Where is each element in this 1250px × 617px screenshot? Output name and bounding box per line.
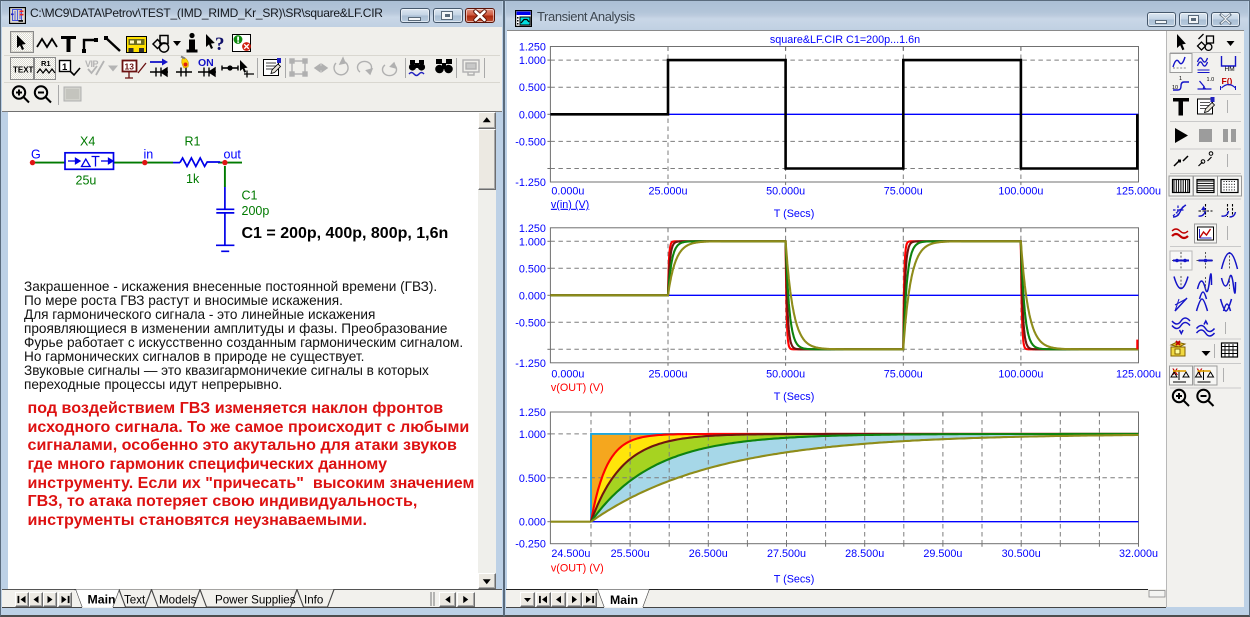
svg-text:-1.250: -1.250	[515, 177, 546, 189]
svg-text:200p: 200p	[242, 204, 270, 218]
svg-text:T (Secs): T (Secs)	[774, 573, 815, 585]
svg-text:C1 = 200p, 400p, 800p, 1,6n: C1 = 200p, 400p, 800p, 1,6n	[242, 225, 449, 242]
svg-text:R1: R1	[185, 135, 201, 149]
svg-text:0.500: 0.500	[519, 263, 546, 275]
svg-text:1.250: 1.250	[519, 407, 546, 419]
svg-text:32.000u: 32.000u	[1119, 548, 1158, 560]
svg-text:Text: Text	[124, 594, 146, 607]
svg-text:0.500: 0.500	[519, 82, 546, 94]
svg-text:25.000u: 25.000u	[648, 185, 687, 197]
svg-text:25.000u: 25.000u	[648, 369, 687, 381]
svg-text:125.000u: 125.000u	[1116, 185, 1161, 197]
svg-text:1k: 1k	[186, 172, 200, 186]
svg-text:100.000u: 100.000u	[998, 369, 1043, 381]
svg-text:1.000: 1.000	[519, 429, 546, 441]
svg-text:0.000: 0.000	[519, 517, 546, 529]
svg-text:G: G	[31, 148, 41, 162]
svg-text:X: X	[1172, 367, 1178, 377]
svg-text:50.000u: 50.000u	[766, 369, 805, 381]
svg-text:1.250: 1.250	[519, 223, 546, 235]
svg-text:0.500: 0.500	[519, 473, 546, 485]
svg-text:24.500u: 24.500u	[551, 548, 590, 560]
svg-text:v(OUT) (V): v(OUT) (V)	[551, 382, 604, 394]
svg-text:Info: Info	[304, 594, 323, 607]
svg-text:0.000u: 0.000u	[551, 185, 584, 197]
svg-text:1.250: 1.250	[519, 42, 546, 54]
svg-text:HM: HM	[1225, 66, 1235, 73]
svg-text:25.500u: 25.500u	[611, 548, 650, 560]
svg-text:1.000: 1.000	[519, 55, 546, 67]
svg-text:1: 1	[62, 62, 68, 73]
svg-text:Main: Main	[88, 593, 116, 607]
svg-text:v(in) (V): v(in) (V)	[551, 199, 589, 211]
svg-text:R1: R1	[41, 59, 51, 68]
svg-text:1.000: 1.000	[519, 236, 546, 248]
svg-text:out: out	[224, 148, 242, 162]
svg-text:-0.250: -0.250	[515, 539, 546, 551]
svg-text:Y: Y	[1197, 367, 1203, 377]
svg-text:50.000u: 50.000u	[766, 185, 805, 197]
svg-text:1: 1	[1179, 76, 1182, 82]
svg-text:Models: Models	[159, 594, 197, 607]
svg-text:C1: C1	[242, 189, 258, 203]
svg-text:26.500u: 26.500u	[689, 548, 728, 560]
svg-text:Power Supplies: Power Supplies	[215, 594, 296, 607]
svg-text:?: ?	[215, 34, 225, 55]
svg-text:VIP: VIP	[85, 59, 99, 69]
svg-text:in: in	[144, 148, 154, 162]
svg-text:Main: Main	[610, 593, 638, 607]
svg-text:30.500u: 30.500u	[1002, 548, 1041, 560]
svg-text:28.500u: 28.500u	[845, 548, 884, 560]
svg-text:X4: X4	[80, 135, 95, 149]
svg-text:75.000u: 75.000u	[884, 369, 923, 381]
svg-text:27.500u: 27.500u	[767, 548, 806, 560]
svg-text:125.000u: 125.000u	[1116, 369, 1161, 381]
svg-text:-1.250: -1.250	[515, 358, 546, 370]
svg-text:T (Secs): T (Secs)	[774, 208, 815, 220]
svg-text:0.000: 0.000	[519, 290, 546, 302]
svg-text:square&LF.CIR C1=200p...1.6n: square&LF.CIR C1=200p...1.6n	[770, 34, 920, 46]
svg-text:-0.500: -0.500	[515, 317, 546, 329]
svg-text:25u: 25u	[76, 174, 97, 188]
svg-text:-0.500: -0.500	[515, 136, 546, 148]
svg-text:TEXT: TEXT	[13, 66, 34, 75]
svg-text:10: 10	[1172, 85, 1178, 91]
svg-text:1.0: 1.0	[1207, 77, 1215, 83]
svg-text:75.000u: 75.000u	[884, 185, 923, 197]
svg-text:0.000: 0.000	[519, 109, 546, 121]
svg-text:0.000u: 0.000u	[551, 369, 584, 381]
svg-text:29.500u: 29.500u	[923, 548, 962, 560]
svg-text:13: 13	[125, 62, 135, 72]
svg-text:v(OUT) (V): v(OUT) (V)	[551, 562, 604, 574]
svg-text:100.000u: 100.000u	[998, 185, 1043, 197]
svg-text:T (Secs): T (Secs)	[774, 391, 815, 403]
svg-text:F(): F()	[1222, 76, 1233, 86]
svg-text:ON: ON	[198, 57, 214, 69]
